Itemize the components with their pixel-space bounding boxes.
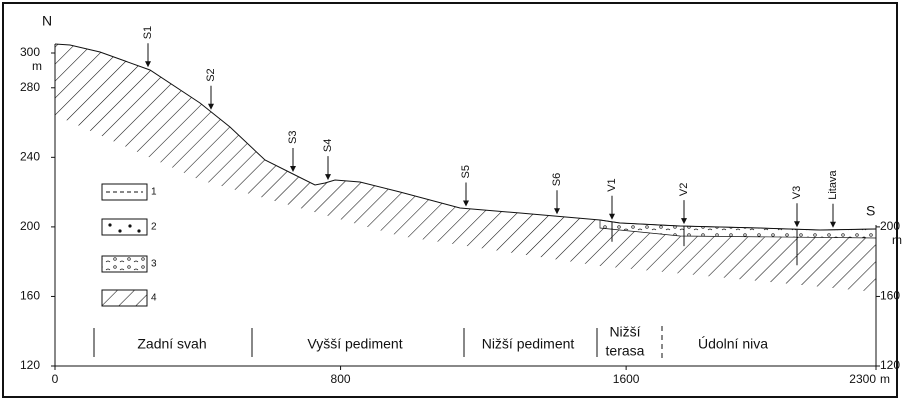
y2-tick-label: 120	[880, 358, 900, 372]
legend-number: 3	[151, 259, 157, 270]
site-label: S1	[142, 26, 154, 39]
zone-label: Nižší	[609, 324, 640, 340]
site-label: S4	[322, 139, 334, 152]
left-unit: m	[32, 59, 42, 73]
zone-label: Vyšší pediment	[307, 336, 402, 352]
legend-box	[101, 183, 148, 201]
site-label: V1	[606, 178, 618, 191]
zone-label: Nižší pediment	[482, 336, 575, 352]
site-label: V3	[791, 186, 803, 199]
arrow-head	[554, 208, 560, 215]
legend-box	[101, 289, 148, 307]
left-axis-label: N	[42, 13, 52, 29]
sediment-fill	[600, 220, 876, 238]
legend-box	[101, 255, 148, 273]
site-label: Litava	[827, 170, 839, 200]
legend-dot	[137, 229, 141, 233]
legend-dot	[118, 229, 122, 233]
legend-number: 4	[151, 293, 157, 304]
y-tick-label: 200	[20, 219, 40, 233]
legend-box	[101, 218, 148, 236]
arrow-head	[463, 200, 469, 207]
y2-tick-label: 200	[880, 219, 900, 233]
arrow-head	[145, 61, 151, 68]
y-tick-label: 300	[20, 45, 40, 59]
site-label: S2	[205, 68, 217, 81]
y-tick-label: 120	[20, 358, 40, 372]
right-unit: m	[892, 233, 902, 247]
y-tick-label: 280	[20, 80, 40, 94]
zone-label: Zadní svah	[137, 336, 206, 352]
arrow-head	[681, 218, 687, 225]
site-label: V2	[678, 183, 690, 196]
right-axis-label: S	[866, 203, 875, 219]
site-label: S6	[551, 173, 563, 186]
surface	[54, 43, 877, 231]
arrow-head	[208, 103, 214, 110]
arrow-head	[830, 221, 836, 228]
y2-tick-label: 160	[880, 289, 900, 303]
y-tick-label: 160	[20, 289, 40, 303]
site-label: S3	[287, 131, 299, 144]
legend-dot	[108, 223, 112, 227]
zone-label: Údolní niva	[698, 336, 768, 352]
site-label: S5	[460, 165, 472, 178]
x-tick-label: 0	[52, 372, 59, 386]
arrow-head	[794, 221, 800, 228]
y-tick-label: 240	[20, 150, 40, 164]
zone-label: terasa	[606, 343, 645, 359]
x-tick-label: 1600	[613, 372, 640, 386]
legend-dot	[128, 224, 132, 228]
legend-number: 1	[151, 187, 157, 198]
x-tick-label: 800	[331, 372, 351, 386]
arrow-head	[290, 166, 296, 172]
legend-number: 2	[151, 222, 157, 233]
x-tick-label: 2300	[849, 372, 876, 386]
arrow-head	[609, 213, 615, 220]
arrow-head	[325, 174, 331, 181]
x-unit: m	[880, 372, 890, 386]
